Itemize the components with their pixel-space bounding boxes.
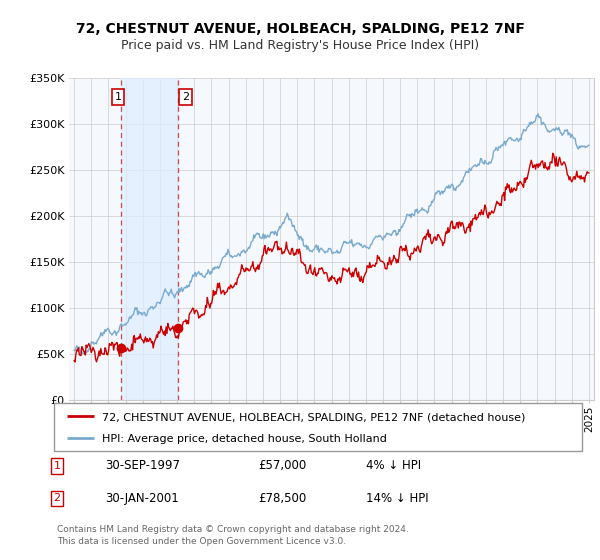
Text: 1: 1 [115,92,121,102]
Text: 1: 1 [53,461,61,471]
Text: 14% ↓ HPI: 14% ↓ HPI [366,492,428,505]
Text: 30-SEP-1997: 30-SEP-1997 [105,459,180,473]
Text: £78,500: £78,500 [258,492,306,505]
Text: 30-JAN-2001: 30-JAN-2001 [105,492,179,505]
Text: 2: 2 [53,493,61,503]
Text: HPI: Average price, detached house, South Holland: HPI: Average price, detached house, Sout… [101,434,386,444]
Text: £57,000: £57,000 [258,459,306,473]
Text: 72, CHESTNUT AVENUE, HOLBEACH, SPALDING, PE12 7NF: 72, CHESTNUT AVENUE, HOLBEACH, SPALDING,… [76,22,524,36]
Bar [121,78,178,400]
Text: 72, CHESTNUT AVENUE, HOLBEACH, SPALDING, PE12 7NF (detached house): 72, CHESTNUT AVENUE, HOLBEACH, SPALDING,… [101,412,525,422]
FancyBboxPatch shape [54,403,582,451]
Text: Price paid vs. HM Land Registry's House Price Index (HPI): Price paid vs. HM Land Registry's House … [121,39,479,52]
Text: Contains HM Land Registry data © Crown copyright and database right 2024.
This d: Contains HM Land Registry data © Crown c… [57,525,409,546]
Text: 4% ↓ HPI: 4% ↓ HPI [366,459,421,473]
Text: 2: 2 [182,92,189,102]
